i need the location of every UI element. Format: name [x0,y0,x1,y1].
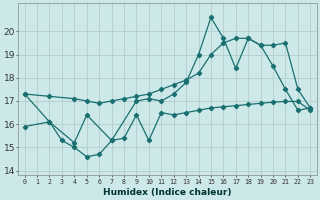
X-axis label: Humidex (Indice chaleur): Humidex (Indice chaleur) [103,188,232,197]
